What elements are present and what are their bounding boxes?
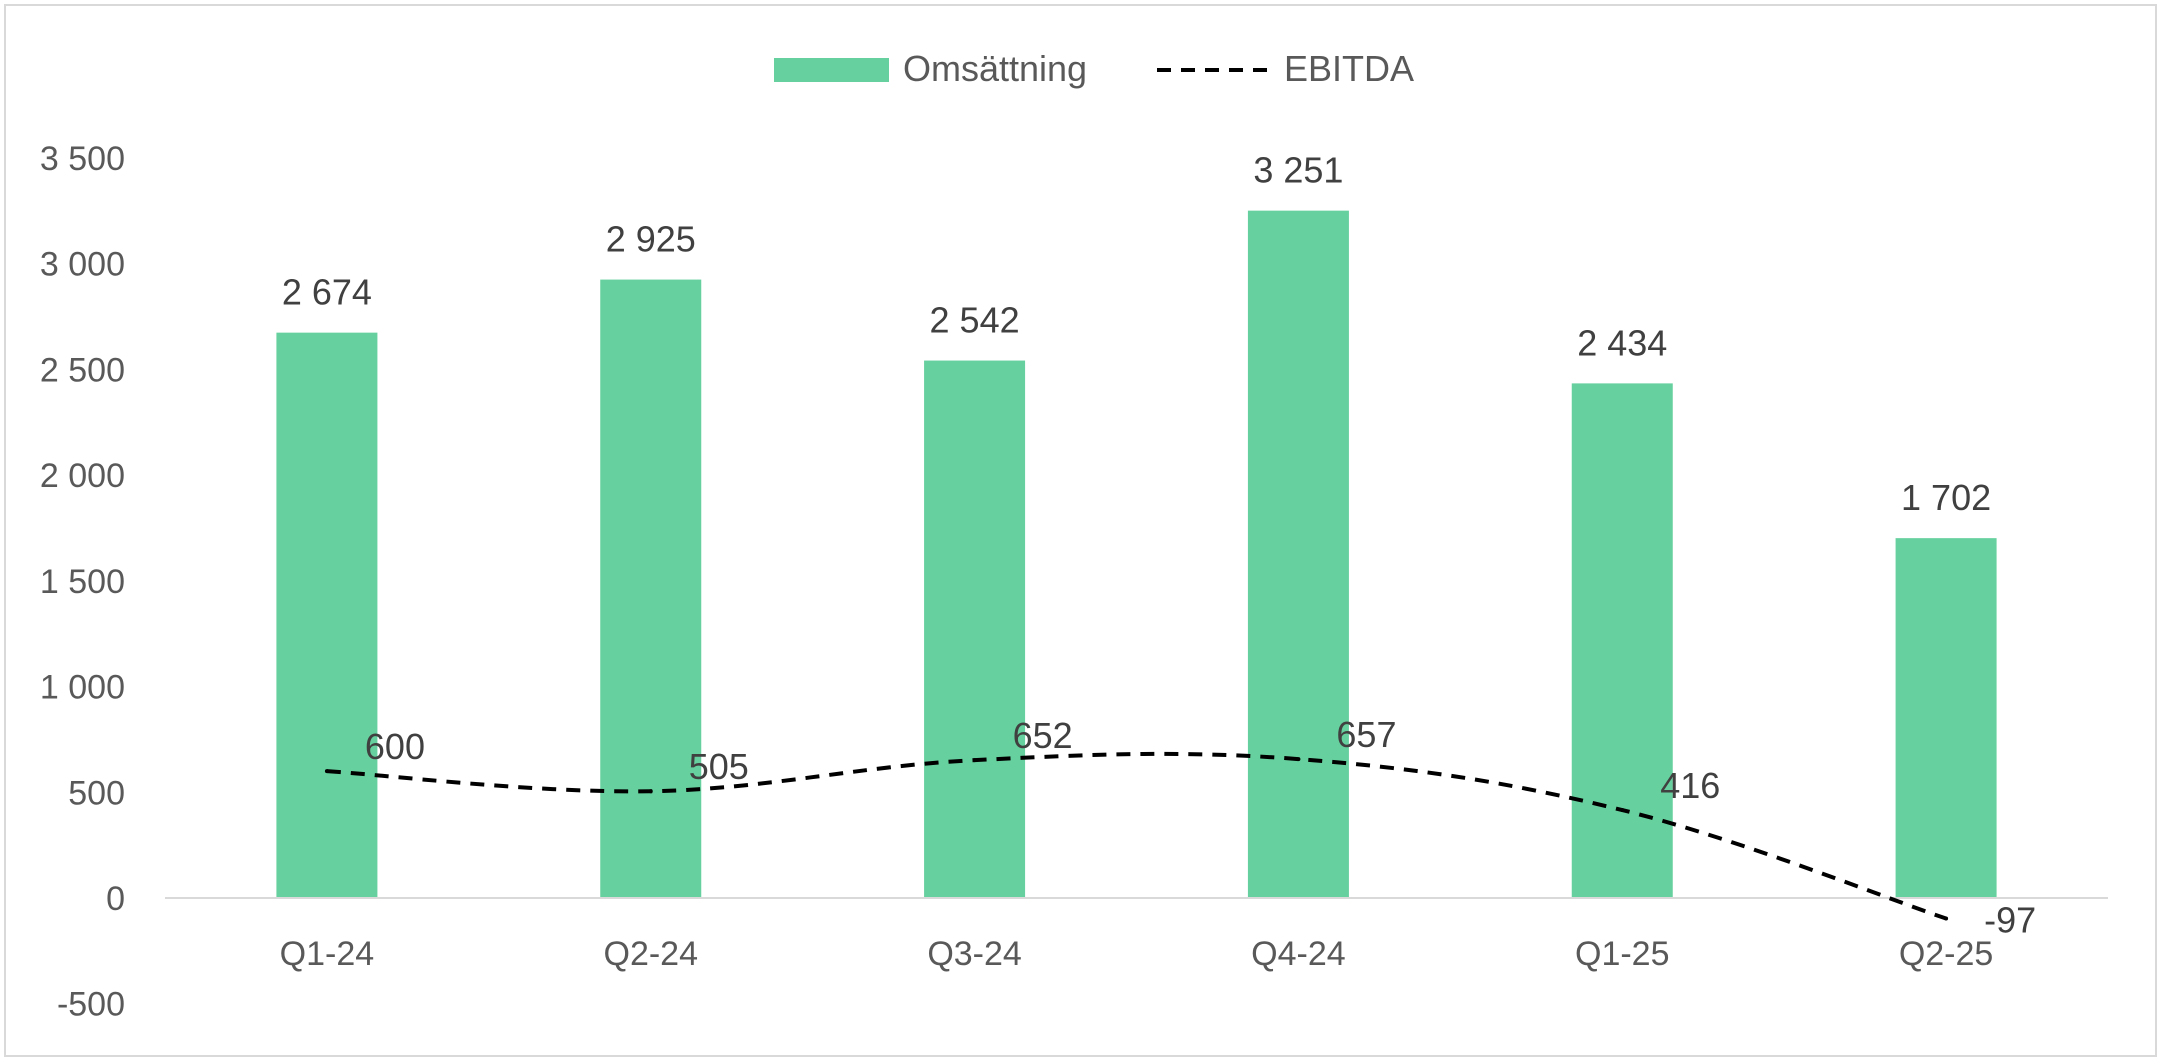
y-tick-label: 3 000 <box>40 246 125 284</box>
bar-data-label: 3 251 <box>1253 150 1343 191</box>
legend-label-ebitda: EBITDA <box>1284 48 1414 89</box>
bar-data-label: 2 674 <box>282 272 372 313</box>
bar-data-label: 1 702 <box>1901 477 1991 518</box>
legend: Omsättning EBITDA <box>774 48 1414 89</box>
line-data-label: -97 <box>1984 900 2036 941</box>
y-tick-label: 3 500 <box>40 140 125 178</box>
bar-q3-24 <box>924 360 1026 898</box>
x-tick-label: Q3-24 <box>927 935 1022 973</box>
line-data-label: 505 <box>689 746 749 787</box>
y-tick-label: 1 000 <box>40 669 125 707</box>
y-tick-label: -500 <box>57 986 125 1024</box>
y-tick-label: 2 500 <box>40 351 125 389</box>
x-axis: Q1-24 Q2-24 Q3-24 Q4-24 Q1-25 Q2-25 <box>280 935 1994 973</box>
ebitda-point-q1-25 <box>1620 808 1625 813</box>
bar-q2-24 <box>600 279 702 899</box>
line-data-labels: 600 505 652 657 416 -97 <box>365 714 2036 940</box>
y-tick-label: 1 500 <box>40 563 125 601</box>
ebitda-point-q1-24 <box>324 769 329 774</box>
bar-series-omsattning <box>276 210 1997 899</box>
bar-q1-25 <box>1571 383 1673 899</box>
legend-label-omsattning: Omsättning <box>903 48 1087 89</box>
bar-data-label: 2 542 <box>930 300 1020 341</box>
ebitda-point-q4-24 <box>1296 757 1301 762</box>
bar-q4-24 <box>1247 210 1349 898</box>
ebitda-point-q2-24 <box>648 789 653 794</box>
bar-data-label: 2 434 <box>1577 322 1667 363</box>
x-tick-label: Q4-24 <box>1251 935 1346 973</box>
bar-q2-25 <box>1895 538 1997 898</box>
line-data-label: 416 <box>1660 765 1720 806</box>
y-axis: -500 0 500 1 000 1 500 2 000 2 500 3 000 3 500 <box>40 140 125 1024</box>
bar-q1-24 <box>276 332 378 898</box>
y-tick-label: 0 <box>106 880 125 918</box>
bar-data-labels: 2 674 2 925 2 542 3 251 2 434 1 702 <box>282 150 1991 519</box>
x-tick-label: Q2-24 <box>604 935 699 973</box>
ebitda-point-q3-24 <box>972 758 977 763</box>
legend-swatch-omsattning <box>774 58 889 82</box>
line-series-ebitda <box>324 751 1949 921</box>
line-data-label: 652 <box>1013 715 1073 756</box>
ebitda-point-q2-25 <box>1944 916 1949 921</box>
x-tick-label: Q1-24 <box>280 935 375 973</box>
line-data-label: 657 <box>1336 714 1396 755</box>
y-tick-label: 500 <box>68 774 125 812</box>
y-tick-label: 2 000 <box>40 457 125 495</box>
line-data-label: 600 <box>365 726 425 767</box>
bar-data-label: 2 925 <box>606 219 696 260</box>
ebitda-line <box>326 751 1947 921</box>
x-tick-label: Q1-25 <box>1575 935 1670 973</box>
x-tick-label: Q2-25 <box>1899 935 1994 973</box>
